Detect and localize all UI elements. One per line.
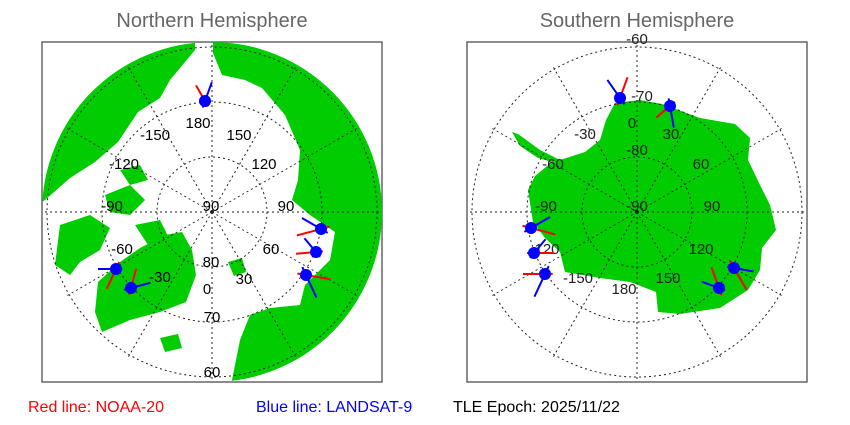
longitude-label: 90 [278,198,295,215]
meridian-line [489,126,638,213]
longitude-label: 120 [688,241,713,258]
longitude-label: -30 [149,269,171,286]
north-graticule [42,42,382,382]
satellite-dot [110,263,122,275]
satellite-marker[interactable] [523,265,553,298]
satellite-dot [315,223,327,235]
meridian-line [551,64,638,213]
land-antarctica [512,100,776,314]
satellite-dot [664,100,676,112]
land-eurasia [213,42,382,382]
satellite-dot [614,92,626,104]
satellite-dot [713,282,725,294]
meridian-line [64,211,213,298]
legend-noaa-20: Red line: NOAA-20 [28,399,165,416]
latitude-label: -60 [626,31,648,48]
longitude-label: 180 [185,115,210,132]
land-greenland [95,232,196,332]
longitude-label: -120 [109,156,139,173]
satellite-dot [539,268,551,280]
satellite-marker[interactable] [527,238,554,259]
longitude-label: 60 [263,241,280,258]
latitude-label: 90 [203,198,220,215]
longitude-label: 120 [251,156,276,173]
longitude-label: 0 [628,115,636,132]
satellite-marker[interactable] [701,266,726,296]
longitude-label: -150 [563,270,593,287]
longitude-label: -60 [111,241,133,258]
latitude-label: -90 [626,198,648,215]
satellite-marker[interactable] [606,76,629,106]
satellite-marker[interactable] [726,259,754,291]
meridian-line [211,211,360,298]
meridian-line [211,126,360,213]
satellite-marker[interactable] [195,81,213,108]
latitude-label: 70 [204,309,221,326]
longitude-label: 0 [203,281,211,298]
longitude-label: -150 [140,127,170,144]
satellite-marker[interactable] [123,268,151,296]
satellite-marker[interactable] [655,98,676,128]
latitude-label: 80 [203,254,220,271]
meridian-line [211,64,298,213]
satellite-dot [199,95,211,107]
meridian-line [64,126,213,213]
meridian-line [489,211,638,298]
tle-epoch: TLE Epoch: 2025/11/22 [453,399,620,416]
satellite-dot [528,247,540,259]
meridian-line [636,64,723,213]
north-title: Northern Hemisphere [116,10,308,32]
satellite-marker[interactable] [295,237,324,258]
land-iceland [160,334,182,352]
satellite-marker[interactable] [98,261,123,290]
legend-landsat-9: Blue line: LANDSAT-9 [256,399,413,416]
longitude-label: 60 [693,156,710,173]
land-canada-islands [55,165,170,275]
meridian-line [551,211,638,360]
longitude-label: 150 [655,270,680,287]
satellite-marker[interactable] [522,216,556,236]
south-graticule [467,42,807,382]
latitude-label: 60 [204,364,221,381]
meridian-line [636,211,723,360]
longitude-label: -30 [574,126,596,143]
longitude-label: 150 [226,127,251,144]
south-map: 0306090120150180-150120-90-60-30-90-80-7… [466,31,808,383]
longitude-label: -90 [101,198,123,215]
satellite-dot [728,262,740,274]
satellite-dot [525,222,537,234]
satellite-dot [300,269,312,281]
meridian-line [636,211,785,298]
south-title: Southern Hemisphere [539,10,735,32]
latitude-label: -70 [631,88,653,105]
longitude-label: -60 [542,156,564,173]
meridian-line [211,211,298,360]
satellite-marker[interactable] [297,266,331,299]
longitude-label: 30 [663,126,680,143]
longitude-label: 90 [704,198,721,215]
satellite-dot [310,246,322,258]
meridian-line [126,64,213,213]
satellite-dot [125,282,137,294]
meridian-line [636,126,785,213]
satellite-marker[interactable] [296,217,330,237]
latitude-label: -80 [626,142,648,159]
longitude-label: 30 [236,271,253,288]
longitude-label: 180 [611,281,636,298]
meridian-line [126,211,213,360]
longitude-label: -90 [535,198,557,215]
